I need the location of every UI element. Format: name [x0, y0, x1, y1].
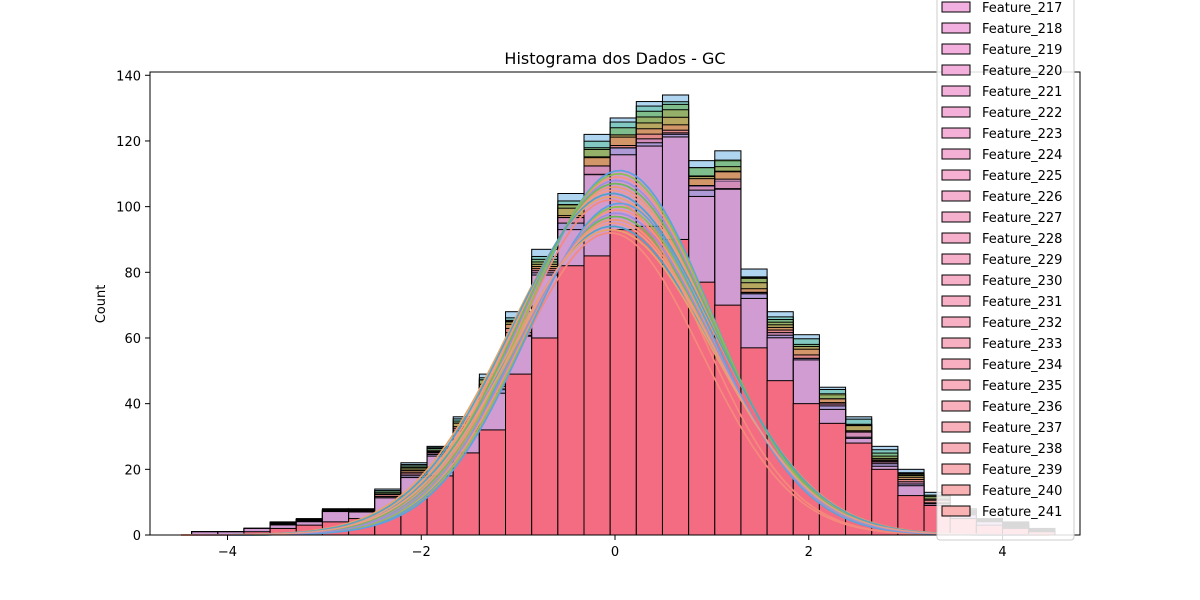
legend-label: Feature_221 [982, 85, 1062, 100]
legend-swatch [941, 22, 971, 34]
legend-swatch [941, 274, 971, 286]
y-tick-label: 140 [116, 69, 141, 84]
legend-swatch [941, 253, 971, 265]
legend-swatch [941, 127, 971, 139]
legend-label: Feature_223 [982, 127, 1062, 142]
y-tick-label: 120 [116, 135, 141, 150]
x-tick-label: 0 [611, 545, 619, 560]
legend-swatch [941, 190, 971, 202]
legend-label: Feature_235 [982, 379, 1062, 394]
legend-swatch [941, 505, 971, 517]
kde-curve [215, 192, 1015, 536]
y-tick-label: 40 [124, 398, 141, 413]
legend-swatch [941, 484, 971, 496]
legend-label: Feature_229 [982, 253, 1062, 268]
x-tick-label: 2 [805, 545, 813, 560]
legend-swatch [941, 442, 971, 454]
legend-label: Feature_241 [982, 505, 1062, 520]
legend-swatch [941, 337, 971, 349]
y-axis-ticks: 0 20 40 60 80 100 120 140 [116, 69, 150, 544]
legend-swatch [941, 232, 971, 244]
legend-label: Feature_228 [982, 232, 1062, 247]
legend-label: Feature_225 [982, 169, 1062, 184]
y-tick-label: 0 [133, 529, 141, 544]
histogram-bar-front [635, 225, 663, 536]
legend-swatch [941, 148, 971, 160]
y-tick-label: 100 [116, 201, 141, 216]
legend-label: Feature_231 [982, 295, 1062, 310]
y-tick-label: 60 [124, 332, 141, 347]
legend-box [936, 0, 1075, 541]
histogram-bar-front [583, 255, 611, 536]
histogram-bar-front [505, 373, 533, 536]
histogram-bar-front [478, 429, 507, 536]
legend-label: Feature_236 [982, 400, 1062, 415]
legend-label: Feature_217 [982, 1, 1062, 16]
legend-label: Feature_230 [982, 274, 1062, 289]
legend-swatch [941, 463, 971, 475]
kde-curve [204, 202, 1026, 536]
chart-title: Histograma dos Dados - GC [504, 49, 725, 68]
legend-label: Feature_237 [982, 421, 1062, 436]
legend-label: Feature_219 [982, 43, 1062, 58]
y-axis-title: Count [94, 285, 109, 324]
legend-label: Feature_238 [982, 442, 1062, 457]
legend-swatch [941, 43, 971, 55]
legend-swatch [941, 85, 971, 97]
legend-label: Feature_226 [982, 190, 1062, 205]
legend-swatch [941, 400, 971, 412]
legend-swatch [941, 316, 971, 328]
legend-swatch [941, 295, 971, 307]
x-axis-ticks: −4 −2 0 2 4 [218, 535, 1007, 560]
legend-label: Feature_233 [982, 337, 1062, 352]
legend-label: Feature_240 [982, 484, 1062, 499]
legend-label: Feature_220 [982, 64, 1062, 79]
x-tick-label: −2 [412, 545, 431, 560]
legend-label: Feature_232 [982, 316, 1062, 331]
kde-curves [181, 169, 1049, 536]
legend-swatch [941, 64, 971, 76]
y-tick-label: 20 [124, 463, 141, 478]
x-tick-label: −4 [218, 545, 237, 560]
legend-swatch [941, 379, 971, 391]
legend-label: Feature_224 [982, 148, 1062, 163]
legend-swatch [941, 106, 971, 118]
legend: Feature_217 Feature_218 Feature_219 Feature… [936, 0, 1075, 541]
legend-label: Feature_218 [982, 22, 1062, 37]
histogram-bar-front [531, 337, 559, 536]
legend-swatch [941, 1, 971, 13]
y-tick-label: 80 [124, 266, 141, 281]
histogram-bar-front [609, 229, 637, 536]
kde-curve [181, 222, 1049, 536]
histogram-bar-front [897, 495, 925, 536]
legend-label: Feature_227 [982, 211, 1062, 226]
legend-swatch [941, 421, 971, 433]
legend-label: Feature_222 [982, 106, 1062, 121]
legend-swatch [941, 211, 971, 223]
legend-label: Feature_239 [982, 463, 1062, 478]
histogram-bar-front [740, 347, 768, 536]
legend-swatch [941, 358, 971, 370]
legend-swatch [941, 169, 971, 181]
x-tick-label: 4 [998, 545, 1006, 560]
histogram-bar-front [792, 403, 820, 536]
histogram-bar-front [557, 265, 585, 536]
legend-label: Feature_234 [982, 358, 1062, 373]
